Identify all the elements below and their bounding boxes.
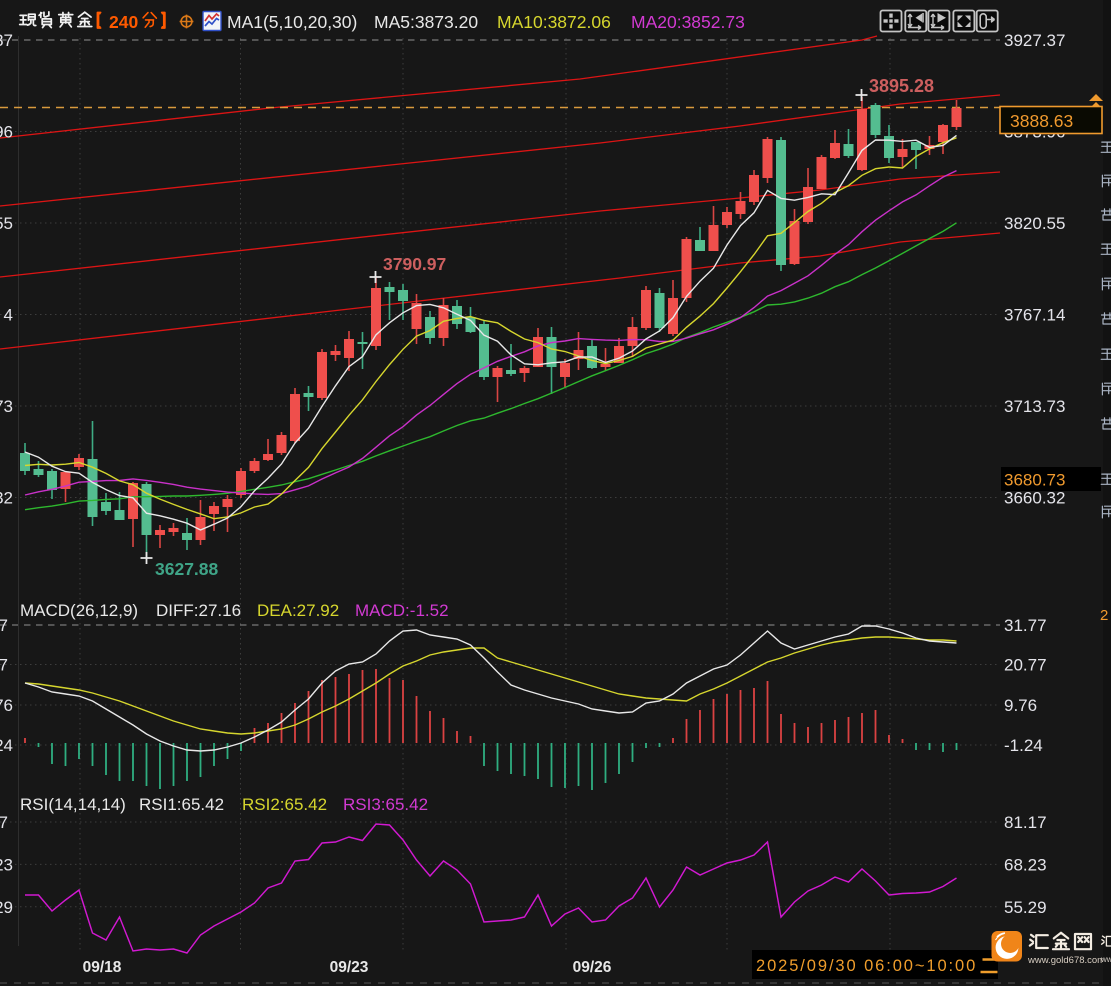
svg-text:MA20:3852.73: MA20:3852.73 — [631, 12, 745, 32]
svg-text:3627.88: 3627.88 — [155, 559, 219, 579]
svg-text:3680.73: 3680.73 — [1004, 471, 1065, 490]
svg-text:3927.37: 3927.37 — [1004, 31, 1065, 50]
svg-text:55: 55 — [0, 214, 13, 233]
svg-text:81.17: 81.17 — [1004, 813, 1047, 832]
svg-text:09/26: 09/26 — [573, 959, 612, 976]
svg-text:MA10:3872.06: MA10:3872.06 — [497, 12, 611, 32]
svg-text:09/23: 09/23 — [330, 959, 369, 976]
svg-text:3660.32: 3660.32 — [1004, 489, 1065, 508]
svg-text:32: 32 — [0, 489, 13, 508]
svg-text:24: 24 — [0, 736, 13, 755]
svg-text:MACD(26,12,9): MACD(26,12,9) — [20, 601, 138, 620]
svg-text:96: 96 — [0, 123, 13, 142]
svg-text:240: 240 — [109, 12, 138, 32]
svg-text:7: 7 — [0, 616, 8, 635]
svg-text:7: 7 — [0, 813, 8, 832]
svg-text:2025/09/30 06:00~10:00: 2025/09/30 06:00~10:00 — [756, 957, 977, 975]
svg-text:RSI2:65.42: RSI2:65.42 — [242, 795, 327, 814]
svg-text:09/18: 09/18 — [83, 959, 122, 976]
svg-text:31.77: 31.77 — [1004, 616, 1047, 635]
svg-text:3895.28: 3895.28 — [869, 76, 934, 96]
svg-text:9.76: 9.76 — [1004, 696, 1037, 715]
svg-text:68.23: 68.23 — [1004, 855, 1047, 874]
svg-text:-1.24: -1.24 — [1004, 736, 1043, 755]
svg-text:3820.55: 3820.55 — [1004, 214, 1065, 233]
svg-text:7: 7 — [0, 656, 8, 675]
svg-text:3888.63: 3888.63 — [1010, 111, 1073, 131]
svg-text:MA5:3873.20: MA5:3873.20 — [374, 12, 478, 32]
svg-text:RSI(14,14,14): RSI(14,14,14) — [20, 795, 126, 814]
svg-text:2: 2 — [1100, 607, 1108, 624]
svg-text:RSI3:65.42: RSI3:65.42 — [343, 795, 428, 814]
svg-text:23: 23 — [0, 855, 13, 874]
svg-text:3713.73: 3713.73 — [1004, 397, 1065, 416]
svg-text:RSI1:65.42: RSI1:65.42 — [139, 795, 224, 814]
svg-text:55.29: 55.29 — [1004, 898, 1047, 917]
svg-text:DEA:27.92: DEA:27.92 — [257, 601, 339, 620]
svg-text:ww: ww — [1100, 955, 1111, 964]
svg-text:MA1(5,10,20,30): MA1(5,10,20,30) — [227, 12, 357, 32]
svg-text:www.gold678.com: www.gold678.com — [1027, 955, 1105, 966]
svg-text:37: 37 — [0, 31, 13, 50]
svg-text:4: 4 — [4, 306, 13, 325]
svg-text:3790.97: 3790.97 — [383, 254, 446, 274]
svg-text:29: 29 — [0, 898, 13, 917]
svg-text:73: 73 — [0, 397, 13, 416]
svg-text:20.77: 20.77 — [1004, 656, 1047, 675]
svg-text:3767.14: 3767.14 — [1004, 306, 1065, 325]
svg-text:DIFF:27.16: DIFF:27.16 — [156, 601, 241, 620]
svg-text:76: 76 — [0, 696, 13, 715]
svg-text:MACD:-1.52: MACD:-1.52 — [355, 601, 449, 620]
